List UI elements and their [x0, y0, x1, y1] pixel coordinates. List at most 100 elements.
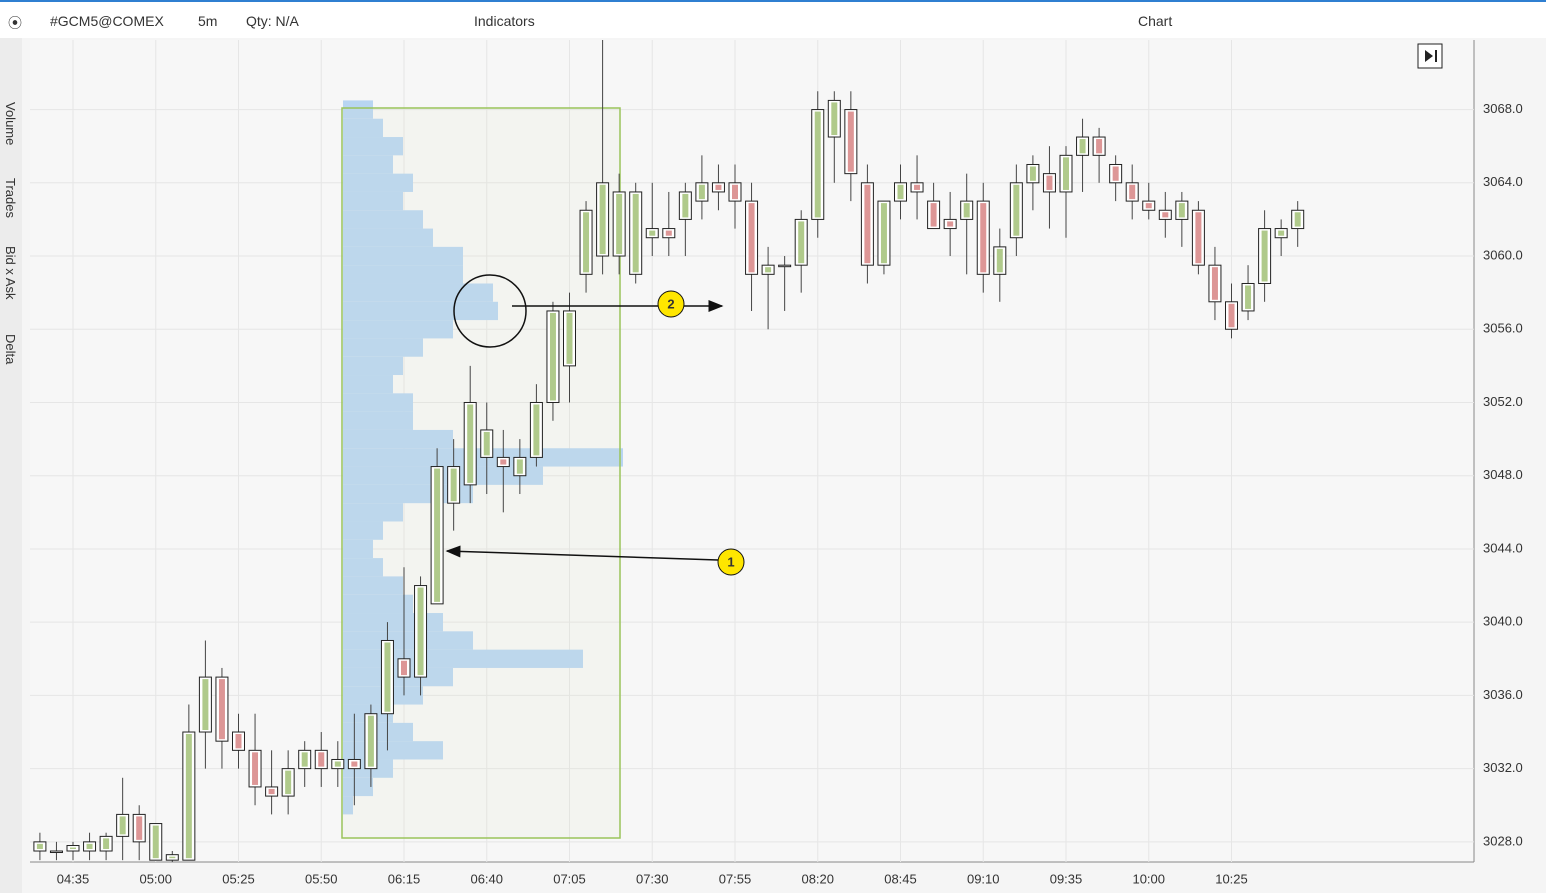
- candle-cells: [1228, 303, 1235, 328]
- candle-body: [414, 585, 428, 678]
- candle-cells: [367, 715, 374, 767]
- profile-bar: [343, 631, 473, 650]
- candle-body: [49, 850, 63, 854]
- candle-cells: [914, 184, 921, 190]
- candle-body: [844, 109, 858, 175]
- candle-cells: [185, 734, 192, 859]
- candle-body: [198, 676, 212, 733]
- plot-area: [30, 40, 1474, 862]
- candle-cells: [450, 468, 457, 502]
- y-tick-label: 3068.0: [1483, 101, 1523, 116]
- candle-body: [943, 218, 957, 230]
- timeframe[interactable]: 5m: [198, 13, 218, 29]
- profile-bar: [343, 777, 373, 797]
- y-tick-label: 3048.0: [1483, 467, 1523, 482]
- x-tick-label: 09:10: [967, 871, 1000, 886]
- profile-bar: [343, 722, 413, 742]
- indicators-button[interactable]: Indicators: [474, 13, 535, 29]
- window-title: Chart: [1138, 13, 1173, 29]
- profile-bar: [343, 173, 413, 192]
- profile-bar: [343, 320, 453, 339]
- candle-body: [430, 466, 444, 605]
- candle-cells: [583, 212, 590, 273]
- candle-cells: [119, 816, 126, 835]
- candle-cells: [86, 843, 93, 850]
- candle-body: [711, 182, 725, 193]
- candle-cells: [533, 404, 540, 456]
- candle-cells: [70, 847, 76, 850]
- candle-cells: [748, 203, 755, 273]
- candle-cells: [599, 184, 606, 255]
- symbol[interactable]: #GCM5@COMEX: [50, 13, 164, 29]
- profile-bar: [343, 649, 583, 668]
- candle-cells: [318, 752, 325, 767]
- candle-cells: [169, 856, 176, 859]
- candle-body: [1125, 182, 1139, 202]
- candle-cells: [1079, 139, 1086, 154]
- candle-cells: [1029, 166, 1036, 181]
- candle-body: [662, 228, 676, 239]
- candle-body: [1208, 264, 1222, 303]
- profile-bar: [343, 265, 463, 284]
- candle-cells: [1129, 184, 1136, 200]
- candle-cells: [698, 184, 705, 200]
- profile-bar: [343, 283, 493, 302]
- profile-bar: [343, 411, 413, 430]
- profile-bar: [343, 521, 383, 540]
- candle-body: [960, 200, 974, 220]
- candle-body: [165, 854, 179, 861]
- profile-bar: [343, 429, 453, 449]
- scroll-end-button[interactable]: [1417, 43, 1443, 69]
- candle-body: [778, 264, 792, 268]
- x-tick-label: 08:20: [801, 871, 834, 886]
- candle-cells: [665, 230, 672, 236]
- candle-cells: [152, 825, 159, 859]
- candle-cells: [1046, 175, 1053, 190]
- candle-body: [33, 841, 47, 852]
- candle-body: [331, 758, 345, 770]
- candle-cells: [715, 184, 722, 190]
- candle-cells: [401, 660, 407, 676]
- candle-body: [546, 310, 560, 403]
- x-tick-label: 06:15: [388, 871, 421, 886]
- candle-body: [1175, 200, 1189, 220]
- qty[interactable]: Qty: N/A: [246, 13, 299, 29]
- candle-body: [364, 713, 378, 770]
- candle-body: [1158, 209, 1172, 220]
- candle-cells: [1278, 230, 1285, 236]
- x-tick-label: 05:25: [222, 871, 255, 886]
- profile-bar: [343, 210, 423, 229]
- candle-body: [347, 758, 361, 770]
- y-tick-label: 3044.0: [1483, 540, 1523, 555]
- candle-body: [728, 182, 742, 202]
- y-tick-label: 3056.0: [1483, 321, 1523, 336]
- candle-cells: [434, 468, 441, 602]
- sidebar-tab[interactable]: Volume: [3, 102, 18, 146]
- candle-cells: [1162, 212, 1169, 218]
- candle-body: [761, 264, 775, 275]
- candle-body: [1258, 228, 1272, 284]
- sidebar-tab[interactable]: Delta: [3, 334, 18, 365]
- candle-body: [976, 200, 990, 275]
- x-tick-label: 07:30: [636, 871, 669, 886]
- candle-body: [894, 182, 907, 202]
- candle-body: [1274, 228, 1288, 239]
- candle-cells: [682, 193, 689, 218]
- candle-body: [1225, 301, 1238, 330]
- profile-bar: [343, 118, 383, 138]
- sidebar-tab[interactable]: Bid x Ask: [3, 246, 18, 300]
- candle-cells: [1261, 230, 1268, 282]
- range-box[interactable]: [341, 107, 621, 839]
- candle-cells: [235, 734, 242, 749]
- annotation-label: 1: [727, 554, 734, 569]
- candle-cells: [732, 184, 738, 200]
- toolbar: ⦿ #GCM5@COMEX 5m Qty: N/A Indicators Cha…: [0, 0, 1546, 38]
- candle-cells: [500, 459, 507, 465]
- candle-cells: [1013, 184, 1020, 236]
- sidebar-tab[interactable]: Trades: [3, 178, 18, 218]
- profile-bar: [343, 503, 403, 522]
- candle-body: [248, 749, 262, 788]
- candle-body: [149, 823, 163, 861]
- candle-cells: [1245, 285, 1252, 309]
